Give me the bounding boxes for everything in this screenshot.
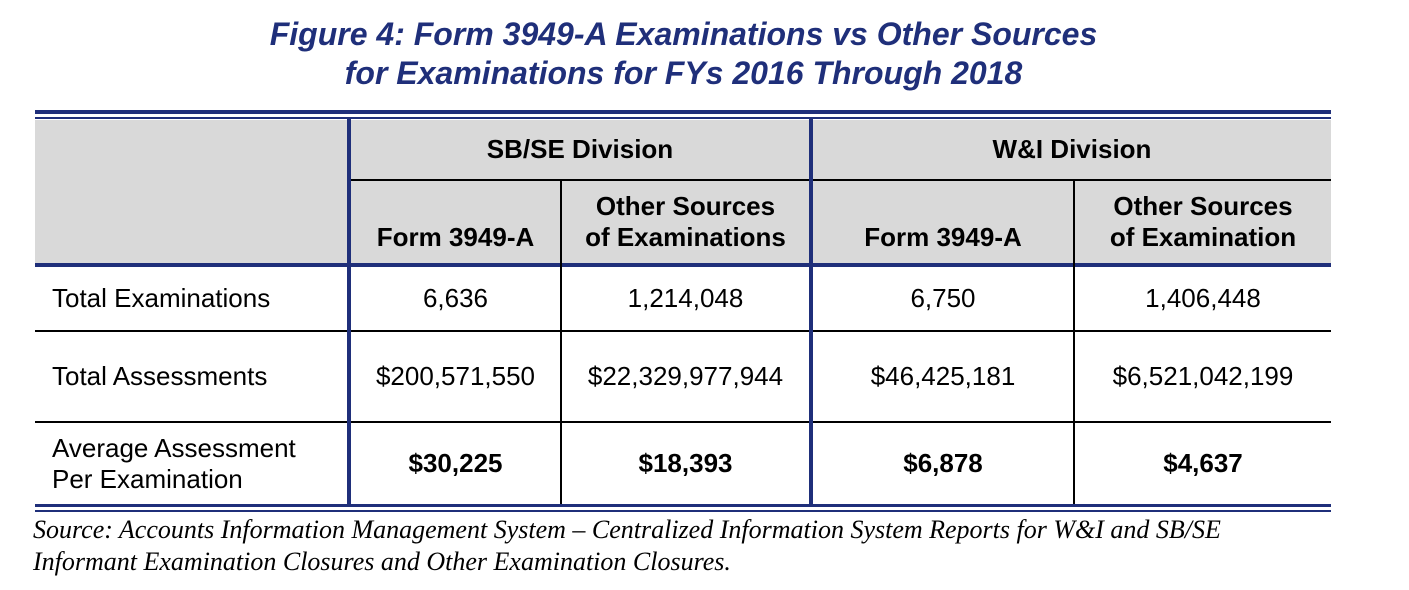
table-cell: $46,425,181	[870, 361, 1016, 391]
sbse-column-divider	[560, 179, 562, 504]
table-cell: $6,521,042,199	[1112, 361, 1294, 391]
table-cell: 6,750	[910, 283, 976, 313]
table-top-rule-thin	[35, 117, 1331, 119]
table-cell: $200,571,550	[375, 361, 536, 391]
column-header-line: Other Sources	[1113, 191, 1293, 221]
row-label-total-assessments: Total Assessments	[52, 361, 268, 391]
table-bottom-rule-thin	[35, 510, 1331, 512]
row-label-average-assessment: Average Assessment Per Examination	[52, 423, 342, 504]
row-divider	[35, 421, 1331, 423]
column-header-line: of Examination	[1109, 222, 1297, 252]
wi-column-divider	[1073, 179, 1075, 504]
source-line1: Source: Accounts Information Management …	[33, 515, 1221, 544]
column-header-sbse-form3949a: Form 3949-A	[351, 181, 560, 263]
column-header-line: Other Sources	[595, 191, 776, 221]
column-header-line: Form 3949-A	[864, 222, 1022, 252]
table-cell: $18,393	[638, 448, 733, 478]
column-header-line: Form 3949-A	[376, 222, 535, 252]
table-cell: $4,637	[1163, 448, 1243, 478]
table-cell: $6,878	[903, 448, 983, 478]
division-divider	[350, 179, 1331, 181]
table-cell: 1,406,448	[1145, 283, 1261, 313]
table-header-background	[35, 120, 1331, 264]
row-label-line: Per Examination	[52, 463, 243, 494]
table-cell: $30,225	[408, 448, 503, 478]
division-header-sbse: SB/SE Division	[486, 134, 674, 164]
table-top-rule	[35, 110, 1331, 114]
row-divider	[35, 330, 1331, 332]
division-column-divider	[809, 117, 813, 507]
row-label-line: Average Assessment	[52, 432, 296, 463]
source-note: Source: Accounts Information Management …	[33, 514, 1373, 578]
column-header-wi-other: Other Sources of Examination	[1075, 181, 1331, 263]
header-bottom-rule	[35, 263, 1331, 267]
source-line2: Informant Examination Closures and Other…	[33, 547, 731, 576]
table-bottom-rule	[35, 504, 1331, 507]
division-header-wi: W&I Division	[992, 134, 1152, 164]
figure-title-line2: for Examinations for FYs 2016 Through 20…	[344, 55, 1023, 91]
table-cell: $22,329,977,944	[587, 361, 784, 391]
column-header-sbse-other: Other Sources of Examinations	[562, 181, 809, 263]
row-label-total-examinations: Total Examinations	[52, 283, 271, 313]
column-header-line: of Examinations	[585, 222, 786, 252]
label-column-divider	[347, 117, 351, 507]
figure-title-line1: Figure 4: Form 3949-A Examinations vs Ot…	[269, 16, 1098, 52]
table-cell: 1,214,048	[627, 283, 744, 313]
table-cell: 6,636	[422, 283, 489, 313]
column-header-wi-form3949a: Form 3949-A	[813, 181, 1073, 263]
